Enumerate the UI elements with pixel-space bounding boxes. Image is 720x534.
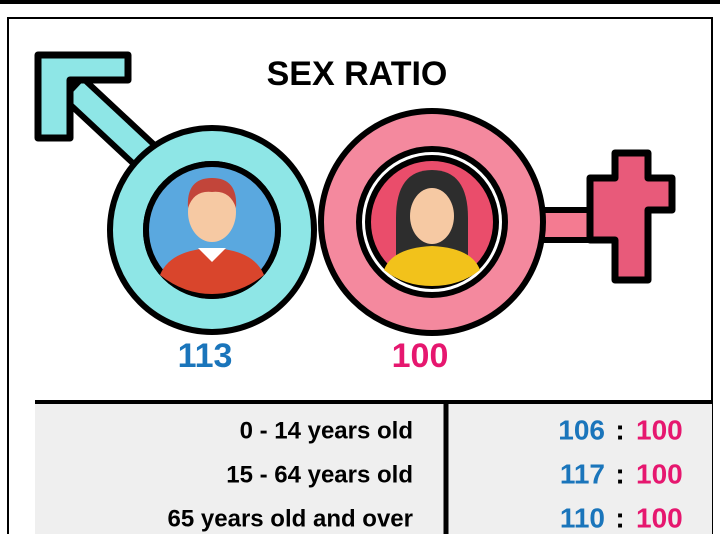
row-male: 110	[560, 502, 605, 533]
page: {"title": "SEX RATIO", "overall": {"male…	[0, 0, 720, 534]
title: SEX RATIO	[267, 55, 448, 93]
female-ratio: 100	[392, 337, 449, 375]
male-ratio: 113	[178, 337, 233, 375]
infographic: SEX RATIO 113 100 0 - 14 years old106:10…	[0, 0, 720, 534]
row-label: 0 - 14 years old	[240, 417, 413, 444]
row-separator: :	[615, 458, 624, 489]
row-label: 15 - 64 years old	[226, 461, 413, 488]
row-separator: :	[615, 502, 624, 533]
row-separator: :	[615, 414, 624, 445]
row-male: 117	[560, 458, 605, 489]
row-label: 65 years old and over	[168, 505, 413, 532]
row-female: 100	[636, 458, 683, 489]
row-female: 100	[636, 414, 683, 445]
row-female: 100	[636, 502, 683, 533]
row-male: 106	[558, 414, 605, 445]
